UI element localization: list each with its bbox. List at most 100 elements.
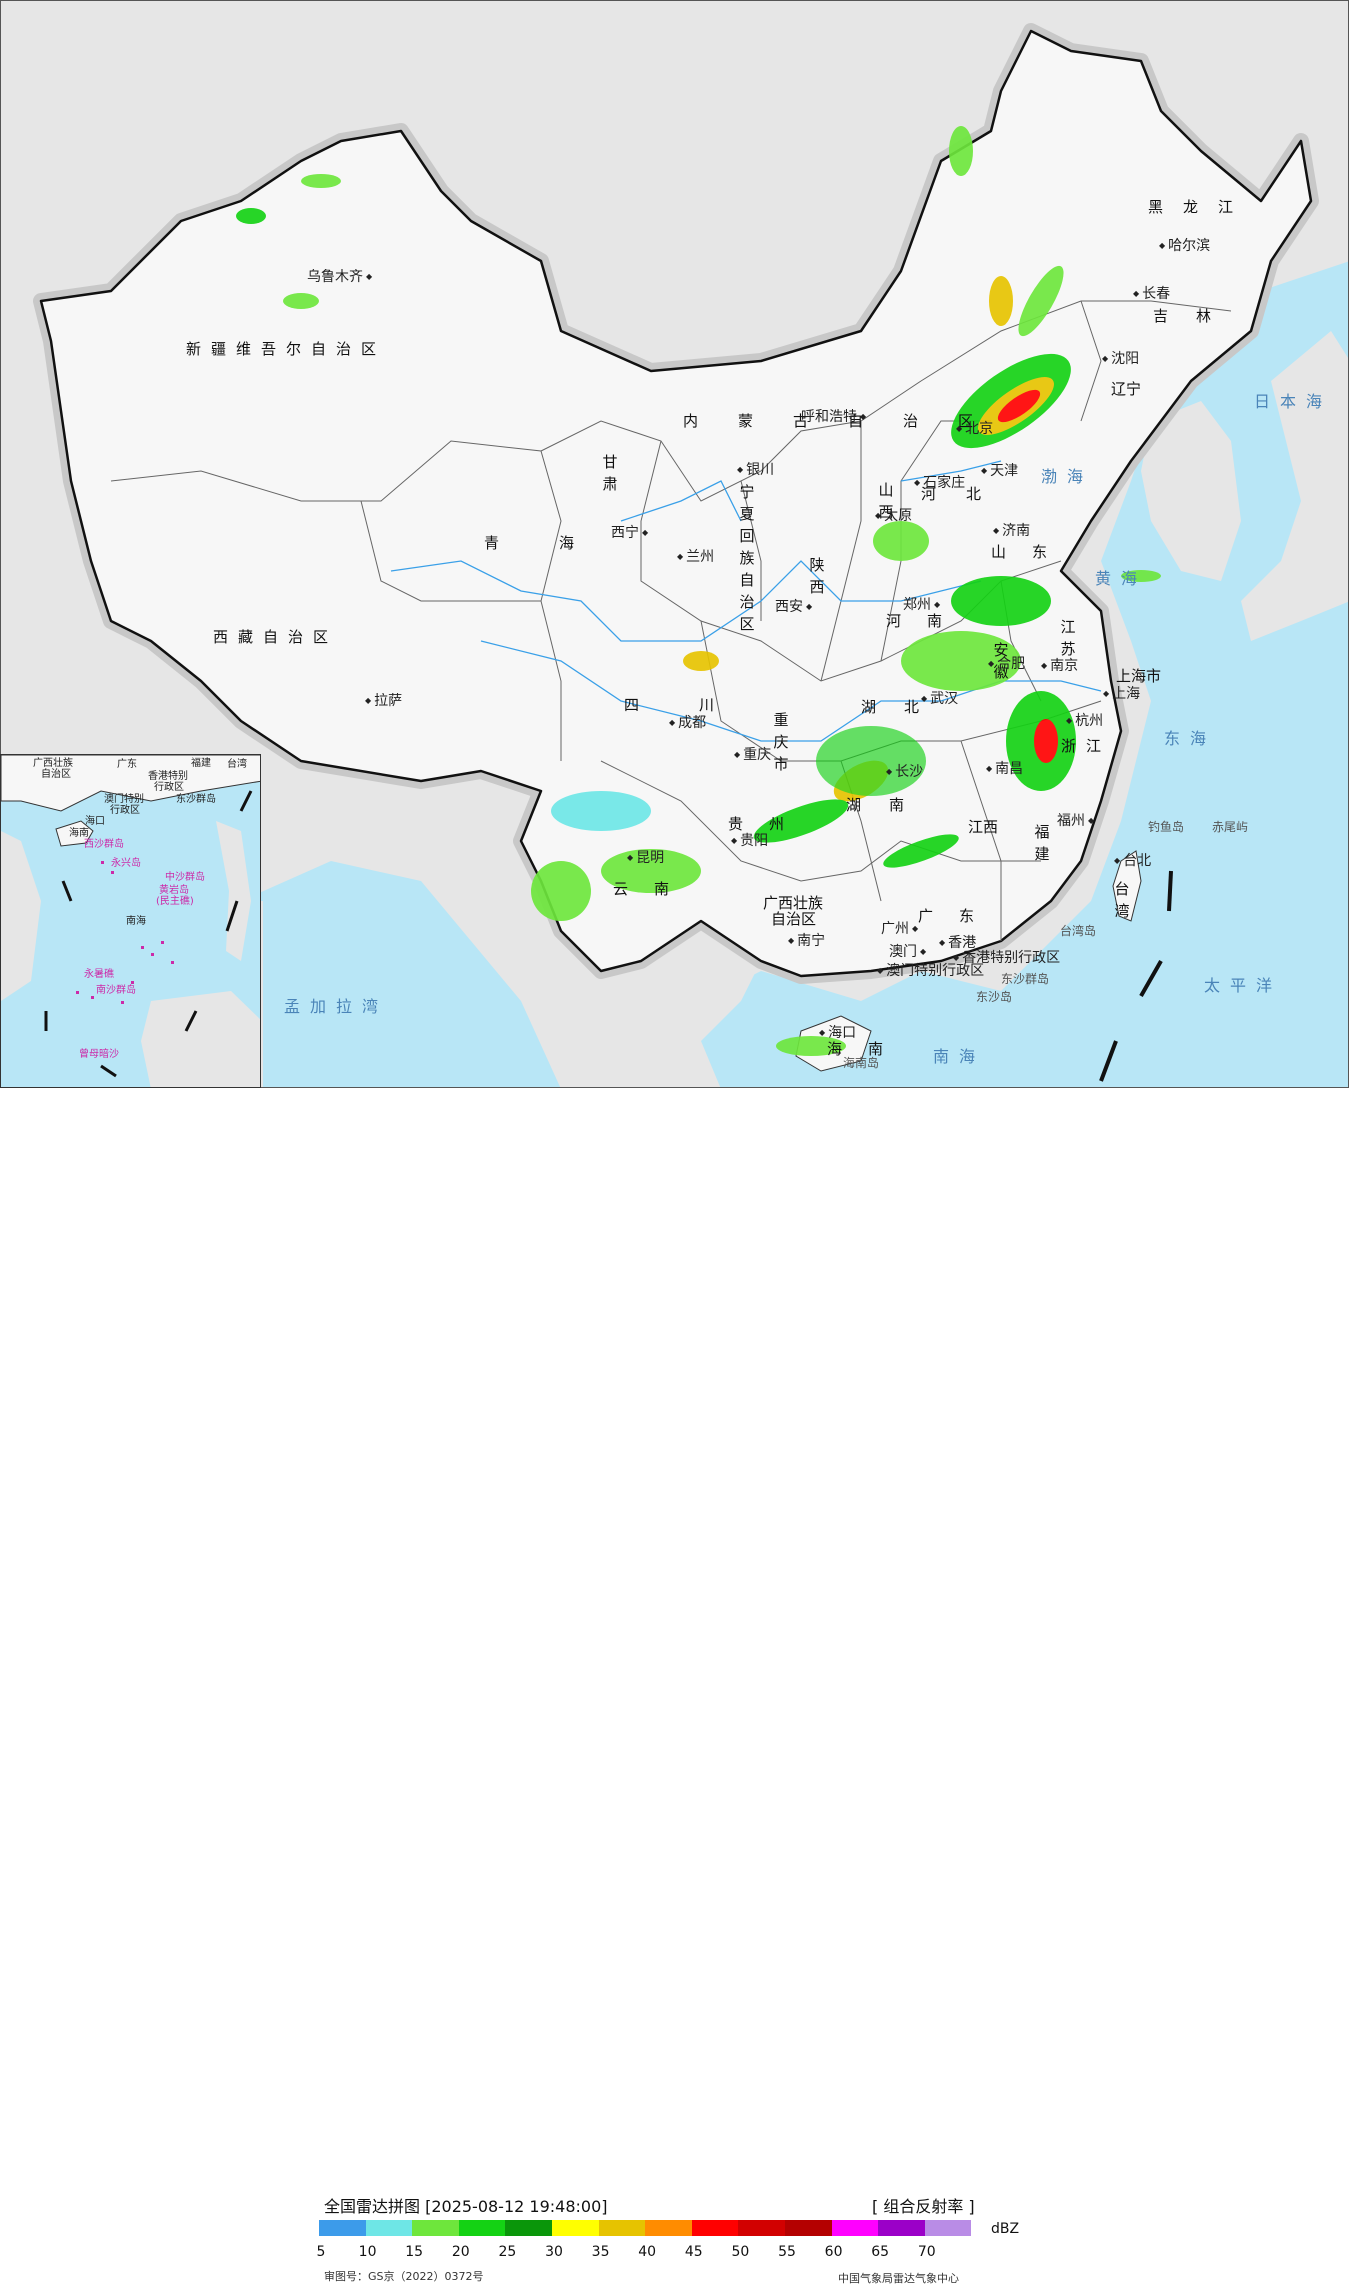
inset-label: 行政区 [154, 782, 184, 793]
maritime-boundary [1099, 870, 1173, 1082]
color-swatch [691, 2220, 739, 2236]
color-swatch [831, 2220, 879, 2236]
city-label: 南昌 [986, 761, 1023, 777]
province-label: 浙江 [1061, 737, 1112, 755]
inset-philippines [216, 821, 251, 961]
inset-island-label: 西沙群岛 [84, 839, 124, 850]
scale-ticks: 5 10 15 20 25 30 35 40 45 50 55 60 65 70 [300, 2244, 1000, 2260]
city-label: 海口 [819, 1025, 856, 1041]
approval-number: 审图号：GS京（2022）0372号 [324, 2270, 484, 2283]
city-label: 合肥 [988, 656, 1025, 672]
scale-tick: 60 [824, 2244, 843, 2260]
province-label: 云南 [613, 880, 696, 898]
island-label: 海南岛 [843, 1056, 880, 1070]
city-label: 银川 [737, 462, 774, 478]
inset-island-label: 永暑礁 [84, 969, 114, 980]
map-base [33, 23, 1348, 1087]
scale-tick: 70 [917, 2244, 936, 2260]
city-label: 香港 [939, 935, 976, 951]
scale-tick: 30 [545, 2244, 563, 2260]
inset-label: 澳门特别 [104, 794, 144, 805]
inset-vietnam [1, 831, 41, 1001]
sar-label: 香港特别行政区 [953, 950, 1060, 966]
south-china-sea-inset[interactable]: 广西壮族 自治区 广东 福建 台湾 香港特别 行政区 澳门特别 行政区 东沙群岛 海口 海南 南海 西沙群… [0, 754, 261, 1088]
city-label: 天津 [981, 463, 1018, 479]
city-label: 呼和浩特 [801, 409, 866, 425]
province-label: 自治区 [771, 910, 817, 928]
inset-label: 行政区 [110, 805, 140, 816]
city-label: 西安 [775, 599, 812, 615]
inset-label: 南海 [126, 916, 146, 927]
province-label: 四川 [624, 696, 775, 714]
province-label: 辽宁 [1111, 380, 1142, 398]
scale-tick: 25 [498, 2244, 517, 2260]
scale-tick: 55 [778, 2244, 796, 2260]
scale-tick: 5 [316, 2244, 326, 2260]
inset-island-label: (民主礁) [156, 896, 194, 907]
province-label: 山东 [991, 543, 1074, 561]
scale-tick: 10 [358, 2244, 377, 2260]
city-label: 杭州 [1066, 713, 1103, 729]
city-label: 太原 [875, 508, 912, 524]
scale-tick: 50 [731, 2244, 750, 2260]
city-label: 重庆 [734, 747, 771, 763]
province-label: 福建 [1034, 823, 1050, 863]
inset-label: 福建 [191, 758, 211, 769]
island-label: 台湾岛 [1060, 924, 1097, 938]
rivers [390, 460, 1102, 742]
color-swatch [598, 2220, 646, 2236]
city-label: 长春 [1133, 286, 1170, 302]
scale-tick: 15 [405, 2244, 424, 2260]
china-land [39, 29, 1313, 978]
city-label: 沈阳 [1102, 351, 1139, 367]
province-label: 贵州 [728, 815, 811, 833]
source-credit: 中国气象局雷达气象中心 [838, 2272, 959, 2285]
sea-label: 渤海 [1041, 467, 1094, 486]
sea-label: 黄海 [1095, 569, 1148, 588]
city-label: 济南 [993, 523, 1030, 539]
sar-label: 澳门特别行政区 [877, 963, 984, 979]
province-label: 吉林 [1153, 307, 1240, 325]
city-label: 福州 [1057, 813, 1094, 829]
province-label: 上海市 [1116, 667, 1162, 685]
inset-label: 海口 [85, 816, 105, 827]
province-label: 新疆维吾尔自治区 [186, 340, 387, 358]
sea-label: 太平洋 [1204, 976, 1283, 995]
province-label: 海南 [827, 1040, 910, 1058]
sea-label: 南海 [933, 1047, 986, 1066]
color-swatch [645, 2220, 692, 2236]
city-label: 拉萨 [365, 693, 402, 709]
inset-island-label: 中沙群岛 [165, 872, 205, 883]
province-label: 江西 [968, 818, 999, 836]
city-label: 昆明 [627, 850, 664, 866]
city-label: 南京 [1041, 658, 1078, 674]
city-label: 成都 [669, 715, 706, 731]
scale-tick: 35 [591, 2244, 610, 2260]
province-label: 西藏自治区 [213, 628, 339, 646]
inset-island-label: 黄岩岛 [159, 885, 189, 896]
radar-map[interactable]: 新疆维吾尔自治区 西藏自治区 青海 四川 云南 贵州 广西壮族 自治区 广东 海南 湖南 湖北 江西 福建… [0, 0, 1349, 1088]
island-label: 东沙群岛 [1001, 972, 1050, 986]
legend-unit: dBZ [991, 2221, 1020, 2237]
city-label: 西宁 [611, 525, 648, 541]
city-label: 兰州 [677, 549, 714, 565]
inset-label: 广东 [117, 759, 137, 770]
inset-reefs [76, 861, 174, 1004]
inset-island-label: 曾母暗沙 [79, 1049, 119, 1060]
city-label: 石家庄 [914, 475, 965, 491]
inset-label: 东沙群岛 [176, 794, 216, 805]
inset-nine-dash [44, 790, 253, 1078]
province-label: 重庆市 [773, 711, 789, 773]
color-swatch [784, 2220, 832, 2236]
city-label: 北京 [956, 421, 993, 437]
province-label: 湖北 [861, 698, 948, 716]
inset-borneo [141, 991, 260, 1087]
korea-land [1141, 401, 1241, 581]
inset-island-label: 南沙群岛 [96, 985, 136, 996]
sea-label: 日本海 [1254, 392, 1333, 411]
city-label: 长沙 [886, 764, 923, 780]
city-label: 南宁 [788, 933, 825, 949]
color-scale [319, 2220, 972, 2236]
inset-label: 海南 [69, 828, 89, 839]
city-label: 哈尔滨 [1159, 238, 1210, 254]
